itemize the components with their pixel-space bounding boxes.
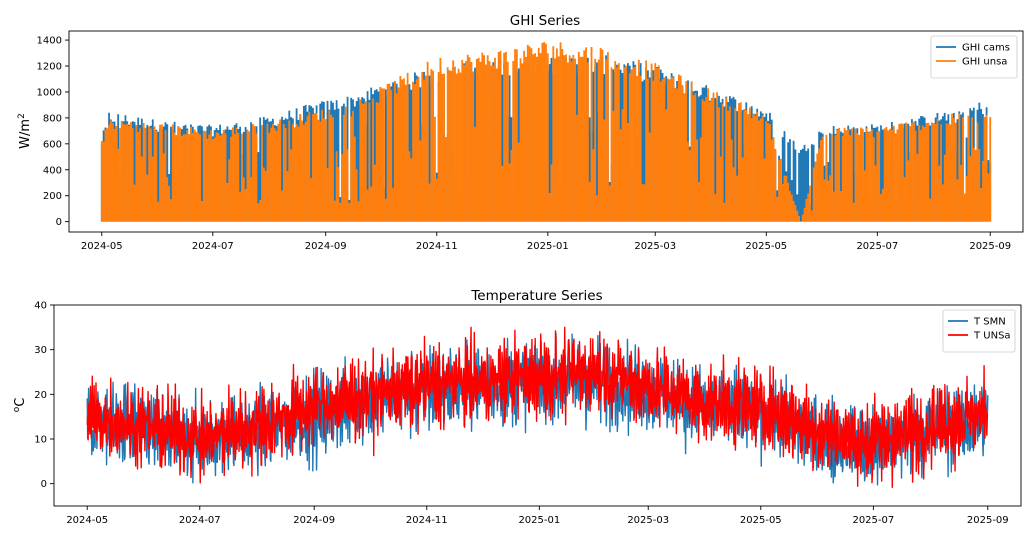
- ghi-y-axis-label-superscript: 2: [17, 113, 27, 119]
- temperature-y-axis-label: oC: [12, 398, 28, 413]
- temperature-y-ticks: 0 10 20 30 40: [34, 301, 54, 490]
- ghi-x-tick-label: 2025-07: [856, 241, 898, 252]
- ghi-plot-area: [100, 41, 992, 222]
- temperature-x-tick-label: 2024-07: [179, 515, 221, 526]
- ghi-y-tick-label: 200: [43, 191, 62, 202]
- temperature-x-tick-label: 2025-01: [518, 515, 560, 526]
- ghi-axes-frame: [68, 30, 1024, 233]
- ghi-y-tick-label: 400: [43, 165, 62, 176]
- ghi-x-tick-label: 2024-11: [416, 241, 458, 252]
- temperature-x-tick-label: 2024-09: [293, 515, 335, 526]
- ghi-chart-title: GHI Series: [510, 13, 580, 29]
- ghi-x-tick-label: 2025-05: [745, 241, 787, 252]
- temperature-x-tick-label: 2025-09: [967, 515, 1009, 526]
- temperature-x-ticks: 2024-05 2024-07 2024-09 2024-11 2025-01 2025-…: [66, 506, 1009, 526]
- legend-label: T SMN: [973, 317, 1006, 328]
- temperature-y-tick-label: 30: [34, 345, 47, 356]
- temperature-y-tick-label: 20: [34, 390, 47, 401]
- temperature-plot-area: [86, 326, 989, 489]
- temperature-y-tick-label: 40: [34, 301, 47, 312]
- temperature-x-tick-label: 2024-05: [66, 515, 108, 526]
- temperature-x-tick-label: 2025-03: [627, 515, 669, 526]
- ghi-x-tick-label: 2024-09: [305, 241, 347, 252]
- temperature-x-tick-label: 2025-05: [740, 515, 782, 526]
- ghi-chart: GHI Series 0 200 400 600 800 1000 1200 1400 202…: [17, 13, 1024, 252]
- temperature-x-tick-label: 2024-11: [406, 515, 448, 526]
- temperature-chart-title: Temperature Series: [470, 288, 602, 304]
- ghi-x-tick-label: 2025-03: [634, 241, 676, 252]
- temperature-axes-frame: [53, 304, 1022, 507]
- ghi-legend: GHI cams GHI unsa: [930, 35, 1018, 79]
- legend-label: GHI unsa: [962, 57, 1007, 68]
- temperature-legend: T SMN T UNSa: [942, 309, 1016, 353]
- ghi-series-unsa: [100, 41, 992, 222]
- legend-label: T UNSa: [973, 331, 1011, 342]
- legend-label: GHI cams: [962, 43, 1010, 54]
- ghi-x-tick-label: 2025-09: [969, 241, 1011, 252]
- ghi-y-tick-label: 1400: [37, 36, 62, 47]
- temperature-y-tick-label: 0: [41, 479, 47, 490]
- ghi-y-axis-label: W/m2: [17, 113, 33, 149]
- temperature-series-unsa: [86, 326, 989, 489]
- temperature-y-tick-label: 10: [34, 435, 47, 446]
- ghi-x-tick-label: 2025-01: [527, 241, 569, 252]
- ghi-x-ticks: 2024-05 2024-07 2024-09 2024-11 2025-01 2025-…: [81, 232, 1011, 252]
- temperature-y-axis-label-superscript: o: [12, 406, 22, 412]
- temperature-x-tick-label: 2025-07: [852, 515, 894, 526]
- ghi-y-tick-label: 800: [43, 113, 62, 124]
- ghi-x-tick-label: 2024-07: [192, 241, 234, 252]
- ghi-y-ticks: 0 200 400 600 800 1000 1200 1400: [37, 36, 69, 228]
- ghi-x-tick-label: 2024-05: [81, 241, 123, 252]
- ghi-y-tick-label: 1000: [37, 87, 62, 98]
- ghi-y-tick-label: 1200: [37, 62, 62, 73]
- ghi-y-tick-label: 600: [43, 139, 62, 150]
- ghi-y-tick-label: 0: [56, 217, 62, 228]
